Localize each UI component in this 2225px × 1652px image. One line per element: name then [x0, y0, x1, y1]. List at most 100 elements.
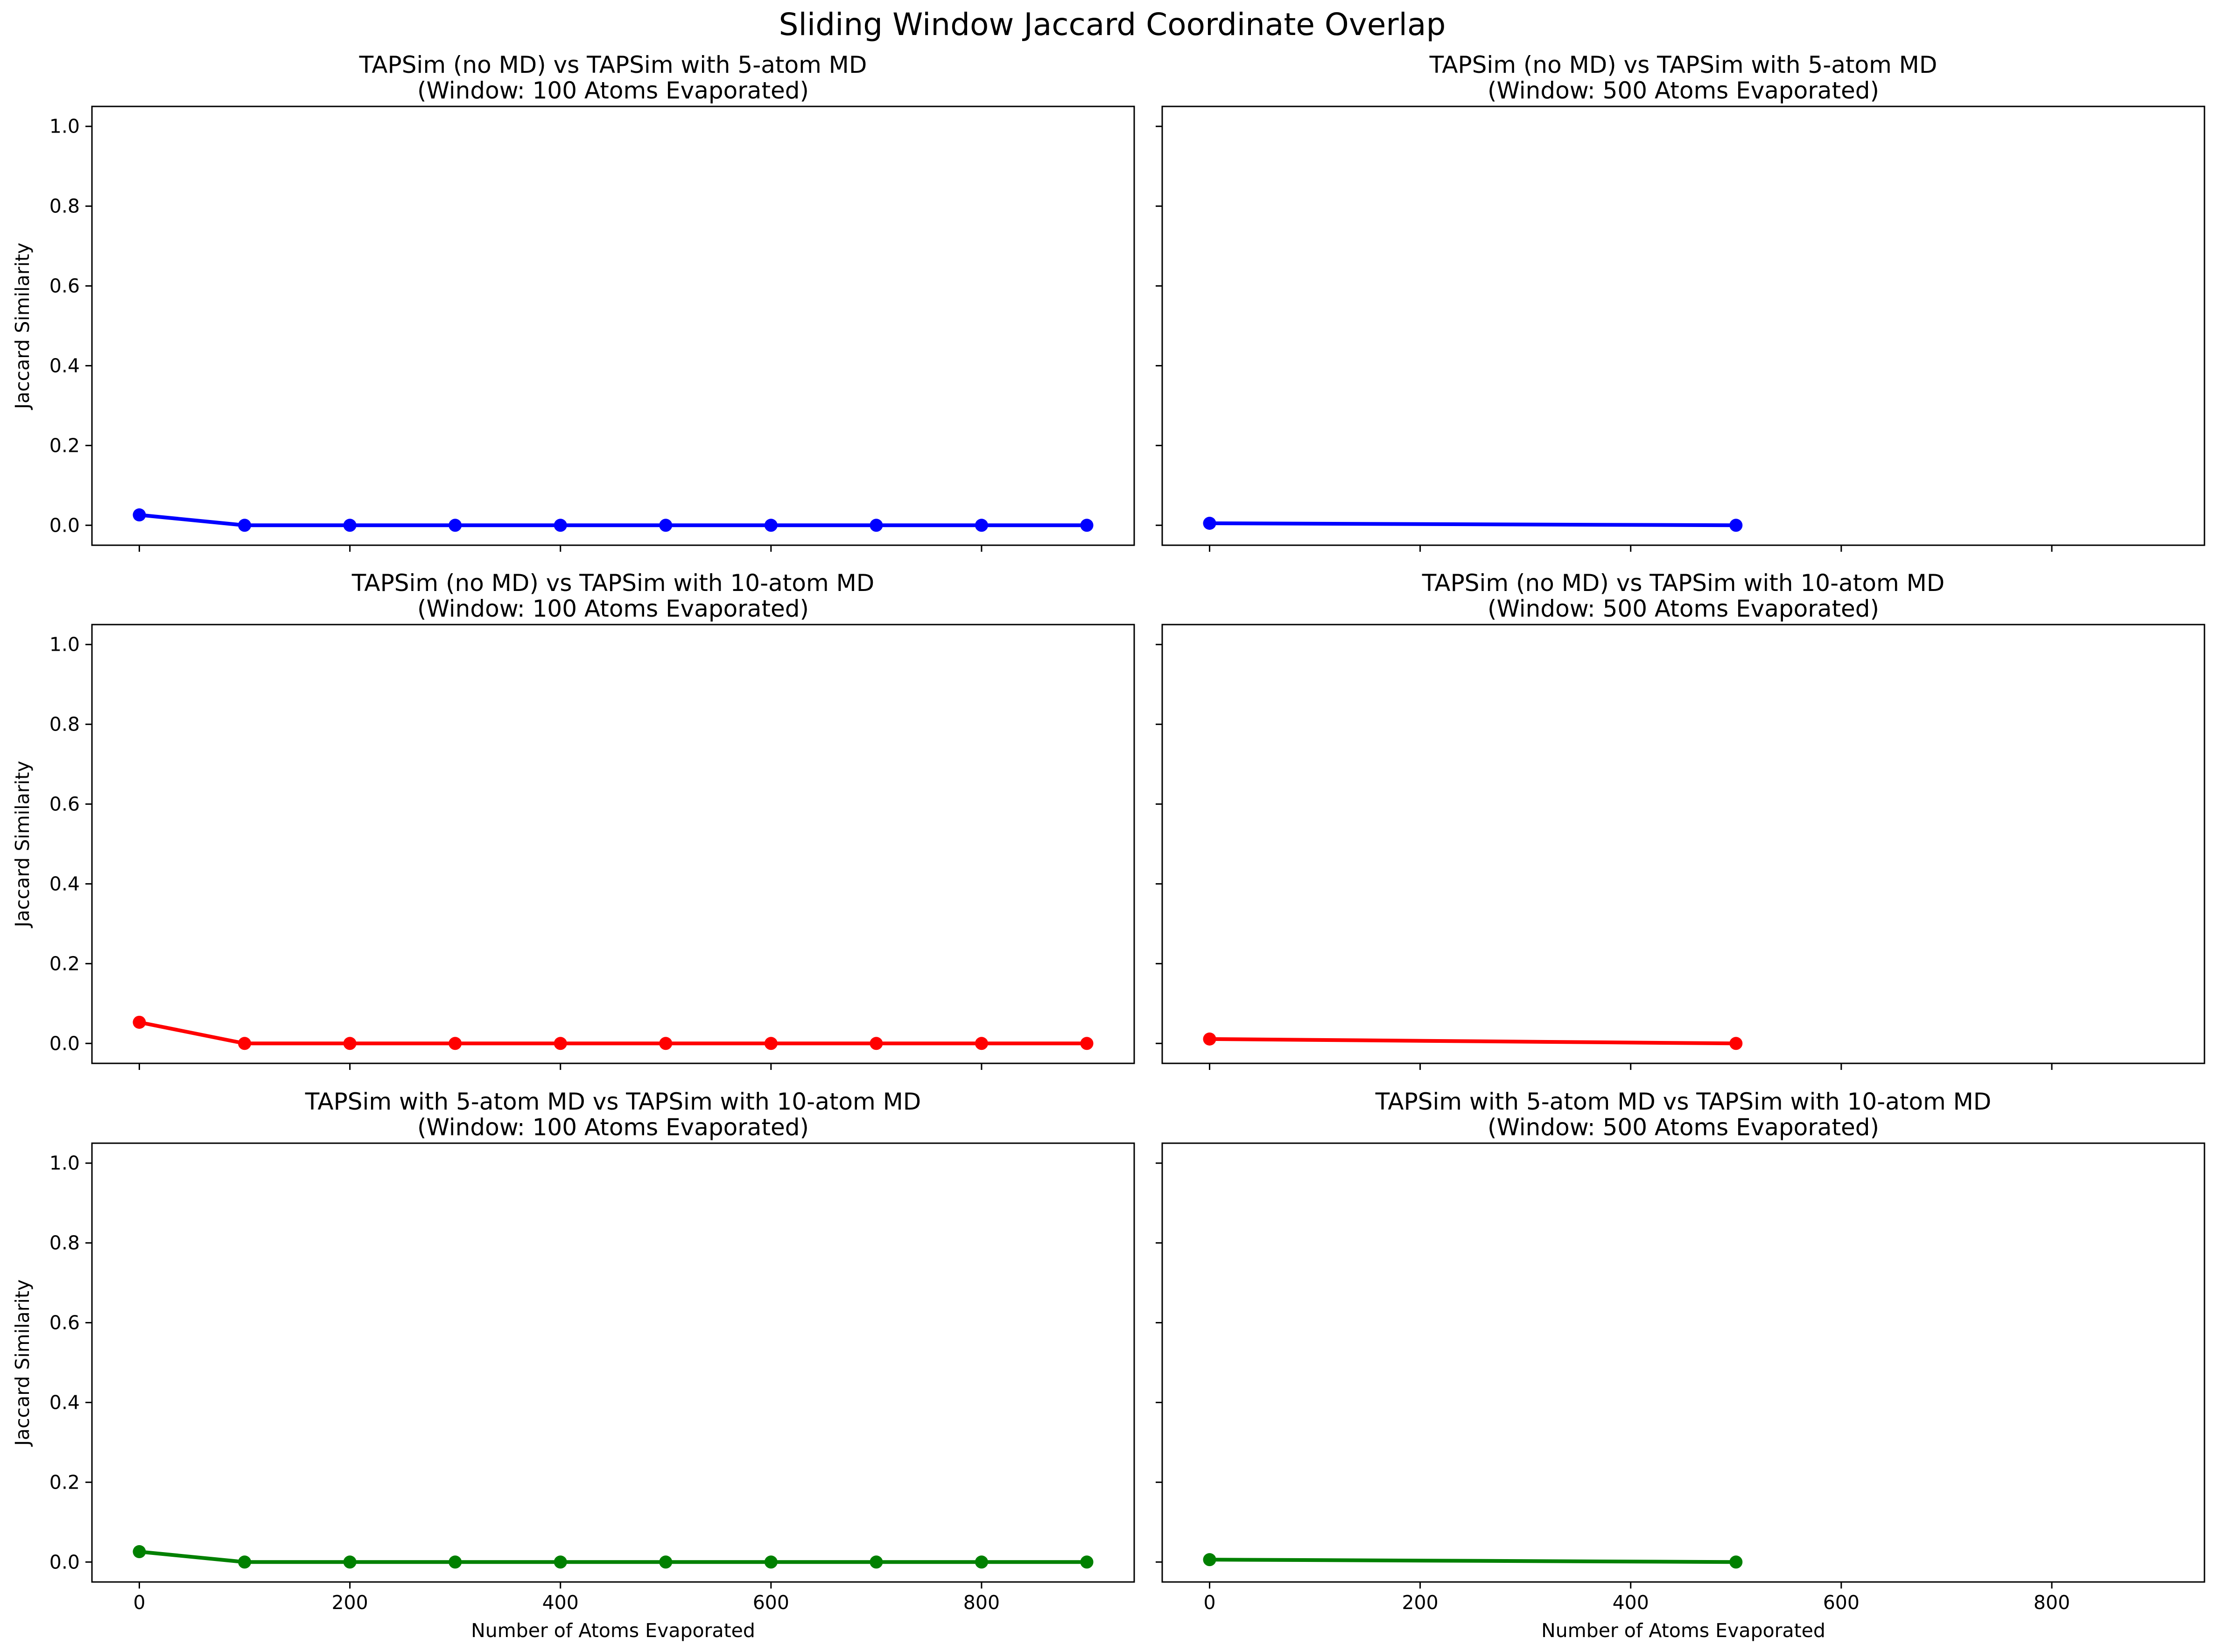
data-point — [870, 1037, 883, 1050]
data-point — [659, 1555, 673, 1569]
data-point — [870, 1555, 883, 1569]
y-tick-label: 1.0 — [49, 633, 80, 656]
y-tick-label: 0.4 — [49, 354, 80, 377]
x-axis-label: Number of Atoms Evaporated — [471, 1619, 755, 1642]
x-tick-label: 800 — [2034, 1591, 2070, 1614]
y-tick-label: 0.8 — [49, 195, 80, 218]
y-tick-label: 0.0 — [49, 1551, 80, 1573]
data-point — [764, 1555, 778, 1569]
subplot-title-line1: TAPSim with 5-atom MD vs TAPSim with 10-… — [305, 1088, 921, 1115]
data-point — [1729, 1555, 1743, 1569]
y-tick-label: 0.4 — [49, 872, 80, 895]
subplot-title-line1: TAPSim (no MD) vs TAPSim with 5-atom MD — [359, 51, 867, 78]
data-point — [1080, 519, 1094, 532]
data-point — [1203, 1032, 1216, 1046]
series-line — [1209, 1037, 1736, 1046]
x-tick-label: 600 — [753, 1591, 789, 1614]
data-point — [1729, 519, 1743, 532]
y-tick-label: 0.2 — [49, 1471, 80, 1493]
y-tick-label: 0.8 — [49, 1232, 80, 1254]
subplot-title-line2: (Window: 500 Atoms Evaporated) — [1488, 1114, 1879, 1141]
y-axis-label: Jaccard Similarity — [11, 761, 34, 928]
x-tick-label: 0 — [133, 1591, 145, 1614]
y-tick-label: 0.0 — [49, 514, 80, 536]
y-axis-label: Jaccard Similarity — [11, 243, 34, 410]
data-point — [343, 519, 357, 532]
y-tick-label: 0.2 — [49, 952, 80, 975]
y-tick-label: 0.2 — [49, 434, 80, 457]
data-point — [238, 1037, 252, 1050]
x-tick-label: 400 — [542, 1591, 579, 1614]
series-line — [1209, 521, 1736, 527]
y-tick-label: 0.8 — [49, 713, 80, 736]
subplot-5: TAPSim with 5-atom MD vs TAPSim with 10-… — [11, 1088, 1135, 1642]
data-point — [238, 519, 252, 532]
data-point — [449, 1037, 462, 1050]
data-point — [449, 519, 462, 532]
data-point — [764, 1037, 778, 1050]
figure-title: Sliding Window Jaccard Coordinate Overla… — [779, 7, 1446, 42]
y-tick-label: 0.0 — [49, 1032, 80, 1054]
subplot-title-line2: (Window: 100 Atoms Evaporated) — [417, 77, 809, 104]
data-point — [449, 1555, 462, 1569]
subplot-title-line2: (Window: 500 Atoms Evaporated) — [1488, 77, 1879, 104]
data-point — [554, 519, 567, 532]
data-point — [1080, 1037, 1094, 1050]
y-tick-label: 1.0 — [49, 115, 80, 138]
subplot-1: TAPSim (no MD) vs TAPSim with 5-atom MD(… — [11, 51, 1135, 552]
subplot-6: TAPSim with 5-atom MD vs TAPSim with 10-… — [1156, 1088, 2205, 1642]
plot-frame — [1161, 624, 2205, 1064]
x-tick-label: 600 — [1823, 1591, 1860, 1614]
plot-frame — [91, 105, 1135, 546]
data-point — [554, 1037, 567, 1050]
plot-frame — [91, 1142, 1135, 1583]
x-tick-label: 200 — [1402, 1591, 1438, 1614]
data-point — [659, 519, 673, 532]
data-point — [133, 508, 146, 522]
data-point — [1080, 1555, 1094, 1569]
x-tick-label: 800 — [963, 1591, 1000, 1614]
subplot-title-line2: (Window: 100 Atoms Evaporated) — [417, 1114, 809, 1141]
series-line — [139, 1020, 1087, 1046]
subplot-title-line1: TAPSim with 5-atom MD vs TAPSim with 10-… — [1375, 1088, 1992, 1115]
y-tick-label: 0.4 — [49, 1391, 80, 1413]
subplot-title-line2: (Window: 100 Atoms Evaporated) — [417, 595, 809, 622]
data-point — [975, 519, 988, 532]
y-tick-label: 0.6 — [49, 1312, 80, 1334]
y-tick-label: 0.6 — [49, 275, 80, 297]
x-axis-label: Number of Atoms Evaporated — [1541, 1619, 1825, 1642]
series-line — [139, 513, 1087, 527]
plot-frame — [91, 624, 1135, 1064]
x-tick-label: 400 — [1613, 1591, 1649, 1614]
data-point — [975, 1555, 988, 1569]
plot-frame — [1161, 105, 2205, 546]
subplot-title-line1: TAPSim (no MD) vs TAPSim with 10-atom MD — [351, 569, 874, 597]
subplot-title-line2: (Window: 500 Atoms Evaporated) — [1488, 595, 1879, 622]
subplot-title-line1: TAPSim (no MD) vs TAPSim with 5-atom MD — [1429, 51, 1937, 78]
data-point — [238, 1555, 252, 1569]
y-tick-label: 1.0 — [49, 1152, 80, 1174]
subplot-title-line1: TAPSim (no MD) vs TAPSim with 10-atom MD — [1422, 569, 1944, 597]
subplot-2: TAPSim (no MD) vs TAPSim with 5-atom MD(… — [1156, 51, 2205, 552]
plot-frame — [1161, 1142, 2205, 1583]
data-point — [764, 519, 778, 532]
x-tick-label: 0 — [1203, 1591, 1215, 1614]
series-line — [139, 1550, 1087, 1564]
data-point — [133, 1015, 146, 1029]
series-line — [1209, 1558, 1736, 1564]
data-point — [1203, 1553, 1216, 1567]
data-point — [554, 1555, 567, 1569]
subplot-3: TAPSim (no MD) vs TAPSim with 10-atom MD… — [11, 569, 1135, 1070]
data-point — [1203, 517, 1216, 530]
x-tick-label: 200 — [331, 1591, 368, 1614]
data-point — [975, 1037, 988, 1050]
data-point — [343, 1555, 357, 1569]
data-point — [870, 519, 883, 532]
subplot-4: TAPSim (no MD) vs TAPSim with 10-atom MD… — [1156, 569, 2205, 1070]
data-point — [659, 1037, 673, 1050]
data-point — [133, 1545, 146, 1559]
y-tick-label: 0.6 — [49, 793, 80, 815]
data-point — [1729, 1037, 1743, 1050]
